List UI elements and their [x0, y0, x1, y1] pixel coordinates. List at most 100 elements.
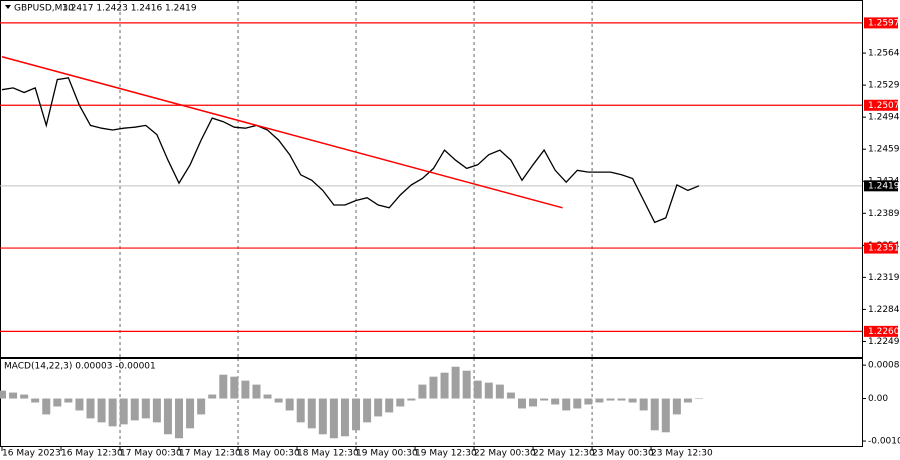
macd-bar	[451, 366, 460, 399]
macd-bar	[506, 392, 515, 399]
price-panel	[0, 0, 863, 358]
macd-bar	[86, 398, 95, 419]
y-tick-label: 0.00	[868, 394, 888, 404]
x-tick-label: 18 May 12:30	[297, 449, 359, 459]
macd-bar	[31, 398, 40, 403]
level-label-box	[864, 325, 898, 337]
macd-bar	[628, 398, 637, 403]
x-tick-label: 22 May 12:30	[533, 449, 595, 459]
macd-bar	[163, 398, 172, 435]
y-tick-label: -0.00107	[868, 437, 900, 447]
macd-bar	[307, 398, 316, 429]
macd-bar	[650, 398, 659, 431]
macd-bar	[329, 398, 338, 439]
x-tick-label: 18 May 00:30	[238, 449, 300, 459]
macd-bar	[440, 372, 449, 399]
level-label: 1.2597	[868, 18, 900, 28]
macd-bar	[484, 382, 493, 399]
macd-bar	[219, 374, 228, 399]
level-label: 1.2351	[868, 244, 900, 254]
macd-bar	[407, 398, 416, 401]
macd-bar	[495, 384, 504, 399]
current-price-box	[864, 180, 898, 192]
macd-bar	[694, 398, 703, 400]
macd-bar	[639, 398, 648, 411]
y-tick-label: 0.00084	[868, 361, 900, 371]
y-tick-label: 1.2459	[868, 145, 900, 155]
y-tick-label: 1.2389	[868, 209, 900, 219]
macd-bar	[0, 390, 6, 399]
macd-bar	[396, 398, 405, 407]
x-tick-label: 23 May 00:30	[592, 449, 654, 459]
macd-bar	[529, 398, 538, 407]
macd-bar	[274, 398, 283, 403]
macd-bar	[584, 398, 593, 405]
y-tick-label: 1.2284	[868, 305, 900, 315]
macd-bar	[175, 398, 184, 439]
symbol: GBPUSD,M30	[14, 4, 74, 14]
x-tick-label: 17 May 00:30	[120, 449, 182, 459]
macd-bar	[152, 398, 161, 423]
macd-bar	[141, 398, 150, 419]
macd-bar	[473, 380, 482, 399]
macd-bar	[119, 398, 128, 425]
x-tick-label: 22 May 00:30	[474, 449, 536, 459]
macd-bar	[352, 398, 361, 431]
macd-bar	[517, 398, 526, 409]
macd-bar	[285, 398, 294, 411]
macd-bar	[197, 398, 206, 415]
macd-bar	[9, 392, 18, 399]
macd-bar	[42, 398, 51, 415]
macd-bar	[363, 398, 372, 423]
y-tick-label: 1.2249	[868, 337, 900, 347]
macd-bar	[130, 398, 139, 421]
macd-bar	[672, 398, 681, 415]
macd-bar	[429, 376, 438, 399]
macd-bar	[540, 398, 549, 401]
macd-bar	[573, 398, 582, 409]
level-label-box	[864, 242, 898, 254]
macd-bar	[551, 398, 560, 405]
x-tick-label: 17 May 12:30	[179, 449, 241, 459]
macd-bar	[661, 398, 670, 433]
x-tick-label: 23 May 12:30	[651, 449, 713, 459]
trendline	[1, 56, 563, 209]
macd-bar	[20, 394, 29, 399]
y-tick-label: 1.2494	[868, 113, 900, 123]
current-price-label: 1.2419	[868, 181, 900, 191]
level-label-box	[864, 17, 898, 29]
macd-bar	[374, 398, 383, 417]
macd-bar	[340, 398, 349, 437]
x-tick-label: 16 May 12:30	[61, 449, 123, 459]
macd-bar	[385, 398, 394, 413]
macd-bar	[230, 376, 239, 399]
y-tick-label: 1.2529	[868, 81, 900, 91]
macd-bar	[241, 380, 250, 399]
y-tick-label: 1.2564	[868, 49, 900, 59]
macd-bar	[252, 384, 261, 399]
macd-bar	[562, 398, 571, 411]
macd-bar	[263, 394, 272, 399]
macd-title: MACD(14,22,3) 0.00003 -0.00001	[4, 362, 156, 372]
macd-bar	[595, 398, 604, 403]
macd-bar	[186, 398, 195, 429]
macd-bar	[64, 398, 73, 403]
macd-bar	[296, 398, 305, 423]
macd-bar	[208, 394, 217, 399]
level-label: 1.2260	[868, 327, 900, 337]
ohlc: 1.2417 1.2423 1.2416 1.2419	[62, 4, 197, 14]
macd-bar	[318, 398, 327, 435]
price-line	[1, 77, 700, 224]
macd-bar	[75, 398, 84, 411]
macd-bar	[617, 398, 626, 401]
macd-bar	[606, 398, 615, 401]
macd-bar	[53, 398, 62, 407]
macd-bar	[683, 398, 692, 403]
menu-arrow[interactable]	[5, 5, 11, 9]
x-tick-label: 19 May 12:30	[415, 449, 477, 459]
macd-bar	[418, 384, 427, 399]
x-tick-label: 19 May 00:30	[356, 449, 418, 459]
y-tick-label: 1.2319	[868, 273, 900, 283]
